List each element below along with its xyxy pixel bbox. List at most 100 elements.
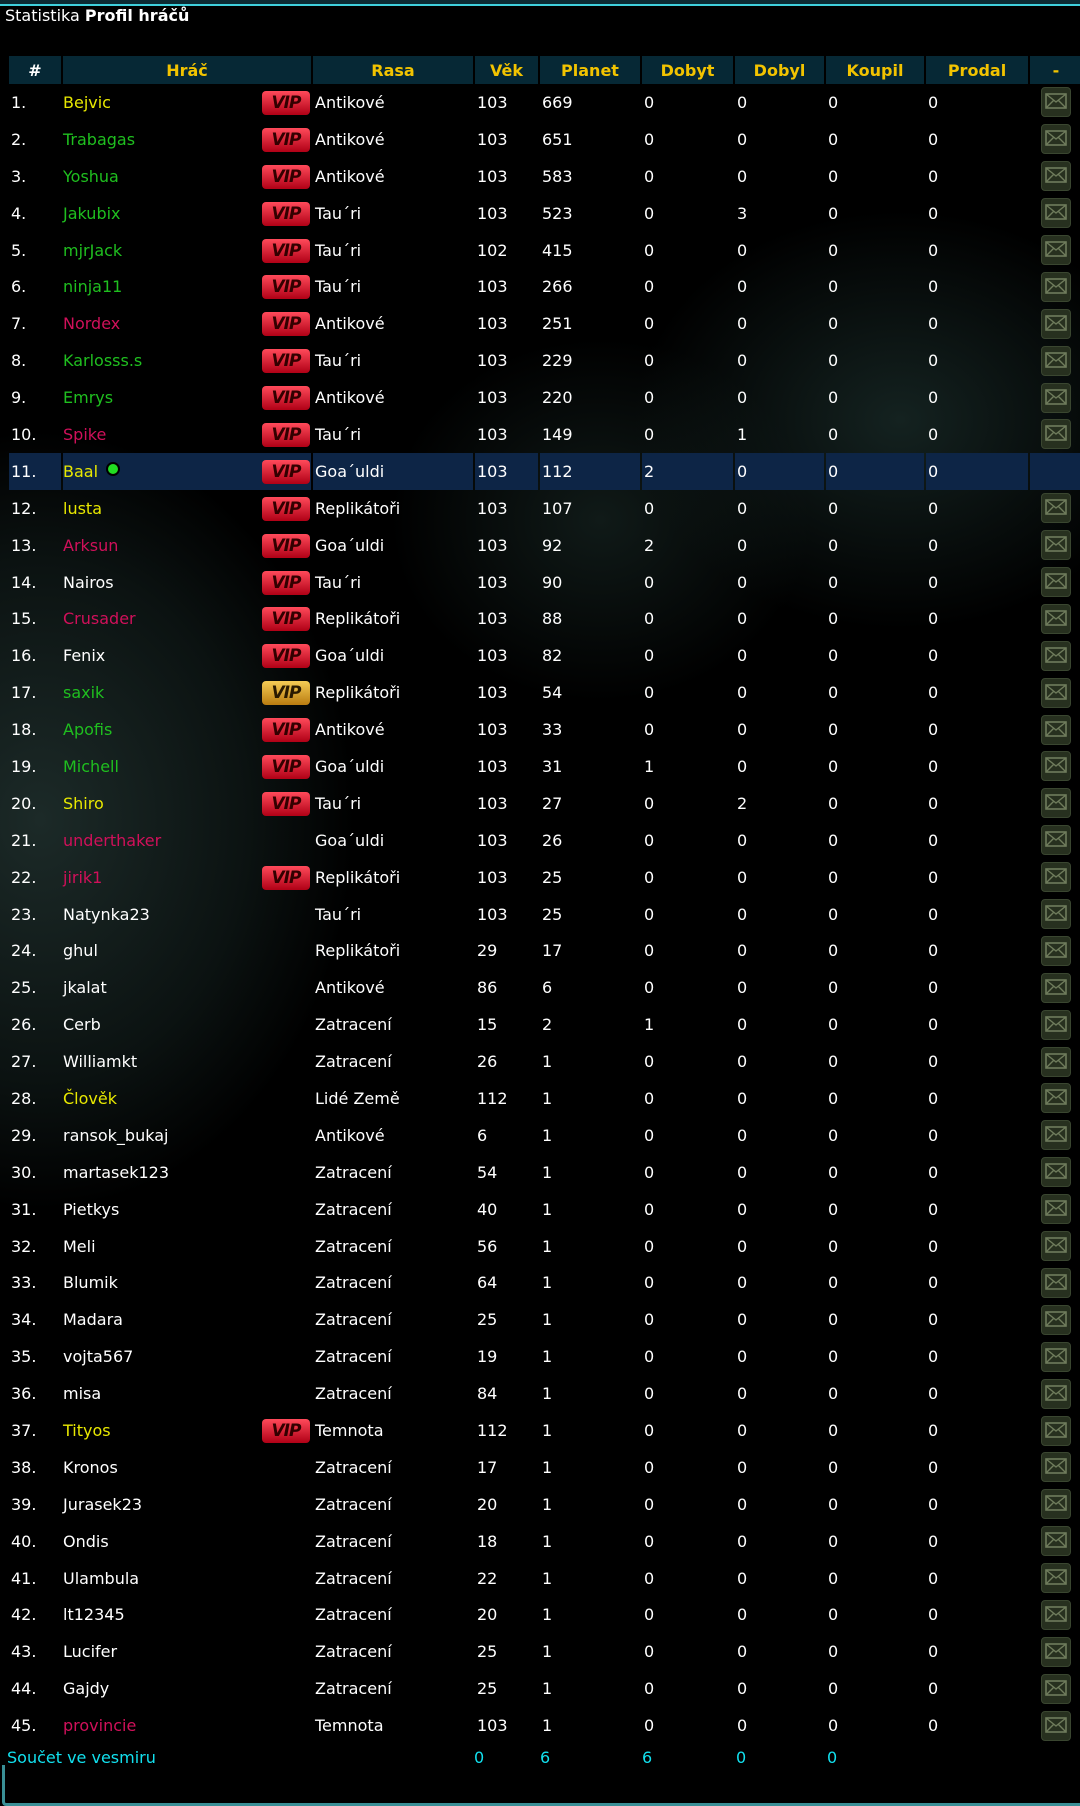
player-name-link[interactable]: martasek123 <box>63 1162 170 1182</box>
player-name-link[interactable]: Crusader <box>63 609 136 629</box>
player-name-link[interactable]: Yoshua <box>63 166 119 186</box>
send-message-button[interactable] <box>1041 935 1071 966</box>
send-message-button[interactable] <box>1041 714 1071 745</box>
player-name-link[interactable]: Karlosss.s <box>63 351 143 371</box>
send-message-button[interactable] <box>1041 1304 1071 1335</box>
send-message-button[interactable] <box>1041 235 1071 265</box>
send-message-button[interactable] <box>1041 530 1071 561</box>
column-header-koupil[interactable]: Koupil <box>826 56 924 84</box>
column-header-dobyt[interactable]: Dobyt <box>642 56 733 84</box>
column-header-player[interactable]: Hráč <box>63 56 311 84</box>
player-name-link[interactable]: Apofis <box>63 720 113 740</box>
player-name-link[interactable]: Ulambula <box>63 1568 140 1588</box>
player-name-link[interactable]: underthaker <box>63 830 162 850</box>
send-message-button[interactable] <box>1041 1710 1071 1741</box>
send-message-button[interactable] <box>1041 1341 1071 1372</box>
player-name-link[interactable]: Williamkt <box>63 1052 138 1072</box>
player-name-link[interactable]: Tityos <box>63 1421 111 1440</box>
column-header-dobyl[interactable]: Dobyl <box>735 56 824 84</box>
player-name-link[interactable]: Cerb <box>63 1015 101 1035</box>
player-name-link[interactable]: Lucifer <box>63 1642 118 1662</box>
send-message-button[interactable] <box>1041 603 1071 634</box>
send-message-button[interactable] <box>1041 493 1071 524</box>
player-name-link[interactable]: Madara <box>63 1310 123 1330</box>
send-message-button[interactable] <box>1041 899 1071 930</box>
send-message-button[interactable] <box>1041 1157 1071 1188</box>
send-message-button[interactable] <box>1041 1267 1071 1298</box>
send-message-button[interactable] <box>1041 1009 1071 1040</box>
player-name-link[interactable]: Gajdy <box>63 1679 110 1699</box>
column-header-planet[interactable]: Planet <box>540 56 640 84</box>
player-name-link[interactable]: Michell <box>63 756 119 776</box>
send-message-button[interactable] <box>1041 1083 1071 1114</box>
send-message-button[interactable] <box>1041 271 1071 302</box>
send-message-button[interactable] <box>1041 1194 1071 1225</box>
player-name-link[interactable]: jkalat <box>63 978 107 998</box>
player-name-link[interactable]: Natynka23 <box>63 904 150 924</box>
player-name-link[interactable]: ninja11 <box>63 277 123 297</box>
player-name-link[interactable]: Nordex <box>63 314 121 334</box>
player-name-link[interactable]: Člověk <box>63 1088 117 1108</box>
send-message-button[interactable] <box>1041 1489 1071 1520</box>
send-message-button[interactable] <box>1041 972 1071 1003</box>
column-header-rank[interactable]: # <box>9 56 61 84</box>
send-message-button[interactable] <box>1041 124 1071 155</box>
send-message-button[interactable] <box>1041 308 1071 339</box>
player-name-link[interactable]: Trabagas <box>63 129 136 149</box>
send-message-button[interactable] <box>1041 161 1071 192</box>
player-name-link[interactable]: vojta567 <box>63 1347 134 1367</box>
send-message-button[interactable] <box>1041 1673 1071 1704</box>
player-name-link[interactable]: lusta <box>63 498 102 518</box>
action-cell <box>1030 822 1080 859</box>
send-message-button[interactable] <box>1041 1526 1071 1557</box>
send-message-button[interactable] <box>1041 1563 1071 1594</box>
send-message-button[interactable] <box>1041 1636 1071 1667</box>
player-name-link[interactable]: Fenix <box>63 646 106 666</box>
player-name-link[interactable]: jirik1 <box>63 867 103 887</box>
player-name-link[interactable]: lt12345 <box>63 1605 125 1625</box>
player-name-link[interactable]: Ondis <box>63 1531 109 1551</box>
player-name-link[interactable]: Jurasek23 <box>63 1494 143 1514</box>
player-name-link[interactable]: Spike <box>63 424 107 444</box>
send-message-button[interactable] <box>1041 677 1071 708</box>
player-name-link[interactable]: Baal <box>63 461 99 481</box>
send-message-button[interactable] <box>1041 345 1071 376</box>
player-name-link[interactable]: ghul <box>63 941 98 961</box>
send-message-button[interactable] <box>1041 1046 1071 1077</box>
send-message-button[interactable] <box>1041 567 1071 598</box>
send-message-button[interactable] <box>1041 862 1071 893</box>
player-name-link[interactable]: Kronos <box>63 1457 118 1477</box>
send-message-button[interactable] <box>1041 87 1071 118</box>
send-message-button[interactable] <box>1041 1231 1071 1262</box>
column-header-action[interactable]: - <box>1030 56 1080 84</box>
send-message-button[interactable] <box>1041 1415 1071 1446</box>
send-message-button[interactable] <box>1041 198 1071 229</box>
send-message-button[interactable] <box>1041 1120 1071 1151</box>
player-name-link[interactable]: Arksun <box>63 535 119 555</box>
column-header-race[interactable]: Rasa <box>313 56 473 84</box>
player-name-link[interactable]: Meli <box>63 1236 96 1256</box>
send-message-button[interactable] <box>1041 825 1071 856</box>
send-message-button[interactable] <box>1041 751 1071 782</box>
send-message-button[interactable] <box>1041 419 1071 450</box>
player-name-link[interactable]: Jakubix <box>63 203 121 223</box>
send-message-button[interactable] <box>1041 1378 1071 1409</box>
send-message-button[interactable] <box>1041 382 1071 413</box>
player-name-link[interactable]: saxik <box>63 683 105 703</box>
column-header-prodal[interactable]: Prodal <box>926 56 1028 84</box>
send-message-button[interactable] <box>1041 640 1071 671</box>
player-name-link[interactable]: ransok_bukaj <box>63 1125 169 1145</box>
player-name-link[interactable]: Bejvic <box>63 92 111 112</box>
send-message-button[interactable] <box>1041 788 1071 819</box>
player-name-link[interactable]: mjrJack <box>63 240 123 260</box>
column-header-age[interactable]: Věk <box>475 56 538 84</box>
player-name-link[interactable]: Blumik <box>63 1273 118 1293</box>
player-name-link[interactable]: misa <box>63 1384 102 1404</box>
send-message-button[interactable] <box>1041 1452 1071 1483</box>
player-name-link[interactable]: Shiro <box>63 793 104 813</box>
player-name-link[interactable]: Pietkys <box>63 1199 120 1219</box>
player-name-link[interactable]: provincie <box>63 1716 137 1736</box>
send-message-button[interactable] <box>1041 1599 1071 1630</box>
player-name-link[interactable]: Emrys <box>63 388 114 408</box>
player-name-link[interactable]: Nairos <box>63 572 114 592</box>
